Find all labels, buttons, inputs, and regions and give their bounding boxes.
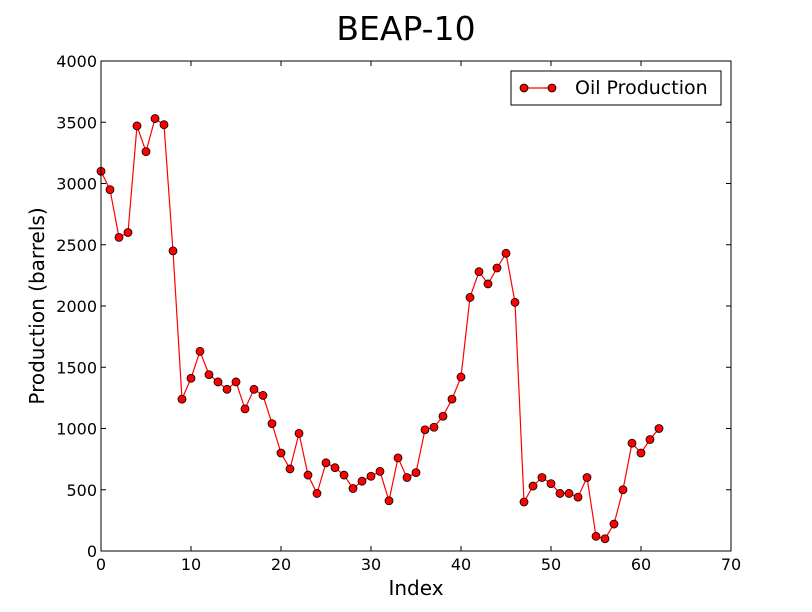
data-point	[474, 267, 484, 277]
data-point	[294, 428, 304, 438]
data-point	[618, 485, 628, 495]
data-point	[600, 534, 610, 544]
data-point	[375, 466, 385, 476]
data-point	[267, 419, 277, 429]
y-axis-label: Production (barrels)	[25, 207, 49, 404]
y-tick-label: 4000	[56, 52, 97, 71]
data-point	[537, 473, 547, 482]
data-point	[249, 384, 259, 394]
data-point	[285, 464, 295, 474]
data-point	[645, 435, 655, 444]
data-point	[150, 114, 160, 123]
data-point	[573, 492, 583, 502]
data-point	[213, 377, 223, 387]
data-point	[357, 476, 367, 486]
legend: Oil Production	[510, 70, 722, 106]
x-tick-label: 20	[271, 555, 291, 574]
x-tick-label: 10	[181, 555, 201, 574]
x-tick-label: 30	[361, 555, 381, 574]
y-tick-label: 2000	[56, 297, 97, 316]
data-point	[402, 473, 412, 482]
data-point	[321, 458, 331, 468]
data-point	[222, 384, 232, 394]
data-point	[303, 470, 313, 480]
data-point	[519, 497, 529, 507]
data-point	[240, 404, 250, 414]
data-point	[330, 463, 340, 473]
x-tick-label: 60	[631, 555, 651, 574]
data-point	[339, 470, 349, 480]
y-tick-label: 3500	[56, 113, 97, 132]
y-tick-label: 3000	[56, 175, 97, 194]
data-point	[384, 496, 394, 506]
data-point	[366, 471, 376, 481]
x-axis: 0 10 20 30 40 50 60 70	[96, 61, 741, 574]
x-tick-label: 0	[96, 555, 106, 574]
data-point	[492, 263, 502, 273]
data-point	[465, 293, 475, 302]
data-point	[582, 473, 592, 482]
data-point	[123, 228, 133, 237]
legend-label: Oil Production	[575, 77, 708, 99]
y-tick-label: 0	[87, 542, 97, 561]
data-point	[195, 346, 205, 356]
data-point	[546, 479, 556, 489]
data-point	[411, 468, 421, 478]
y-tick-label: 1000	[56, 420, 97, 439]
data-point	[276, 448, 286, 458]
data-point	[114, 232, 124, 242]
legend-marker	[519, 83, 529, 93]
y-tick-label: 2500	[56, 236, 97, 255]
data-point	[258, 391, 268, 400]
legend-marker	[547, 83, 557, 93]
x-tick-label: 50	[541, 555, 561, 574]
x-axis-label: Index	[388, 576, 443, 600]
data-point	[456, 372, 466, 382]
data-point	[438, 411, 448, 421]
data-point	[105, 185, 115, 195]
data-point	[564, 489, 574, 498]
data-point	[591, 531, 601, 541]
data-point	[231, 377, 241, 387]
data-point	[141, 147, 151, 157]
data-point	[654, 424, 664, 433]
data-point	[177, 394, 187, 404]
chart-title: BEAP-10	[336, 9, 475, 48]
data-point	[510, 297, 520, 307]
x-tick-label: 70	[721, 555, 741, 574]
data-point	[312, 489, 322, 498]
data-point	[627, 438, 637, 448]
y-tick-label: 1500	[56, 358, 97, 377]
data-point	[447, 394, 457, 404]
data-point	[186, 373, 196, 383]
data-point	[429, 422, 439, 432]
data-point	[348, 484, 358, 493]
data-point	[204, 370, 214, 380]
data-point	[636, 448, 646, 458]
plot-area	[101, 61, 731, 551]
data-point	[501, 248, 511, 258]
data-point	[420, 425, 430, 435]
x-tick-label: 40	[451, 555, 471, 574]
data-point	[483, 279, 493, 289]
data-point	[132, 121, 142, 131]
data-point	[555, 489, 565, 498]
y-tick-label: 500	[66, 481, 97, 500]
data-point	[159, 120, 169, 130]
y-axis: 0 500 1000 1500 2000 2500 3000 3500 4000	[56, 52, 731, 561]
data-point	[609, 519, 619, 529]
data-layer	[96, 114, 664, 544]
data-point	[528, 481, 538, 491]
data-point	[168, 246, 178, 256]
data-point	[393, 453, 403, 463]
